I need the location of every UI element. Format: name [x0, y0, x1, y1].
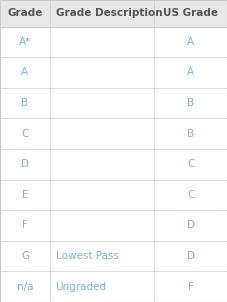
Text: D: D — [21, 159, 29, 169]
Text: F: F — [188, 282, 194, 292]
Bar — [0, 210, 227, 241]
Bar — [0, 88, 227, 118]
Text: D: D — [187, 220, 195, 230]
Text: E: E — [22, 190, 28, 200]
Text: C: C — [21, 129, 29, 139]
Text: B: B — [187, 129, 194, 139]
Bar — [0, 118, 227, 149]
Text: C: C — [187, 159, 194, 169]
Bar — [0, 57, 227, 88]
Text: Ungraded: Ungraded — [56, 282, 107, 292]
Text: C: C — [187, 190, 194, 200]
Text: B: B — [21, 98, 29, 108]
Text: F: F — [22, 220, 28, 230]
Text: B: B — [187, 98, 194, 108]
Text: Lowest Pass: Lowest Pass — [56, 251, 118, 261]
Bar — [0, 241, 227, 271]
Text: A: A — [187, 67, 194, 78]
Text: G: G — [21, 251, 29, 261]
Text: US Grade: US Grade — [163, 8, 218, 18]
Text: A: A — [21, 67, 29, 78]
Bar — [0, 180, 227, 210]
Text: Grade: Grade — [7, 8, 43, 18]
Bar — [0, 271, 227, 302]
Text: A*: A* — [19, 37, 31, 47]
Text: A: A — [187, 37, 194, 47]
Bar — [0, 0, 227, 27]
Text: Grade Description: Grade Description — [56, 8, 162, 18]
Bar — [0, 149, 227, 180]
Text: n/a: n/a — [17, 282, 33, 292]
Bar — [0, 27, 227, 57]
Text: D: D — [187, 251, 195, 261]
